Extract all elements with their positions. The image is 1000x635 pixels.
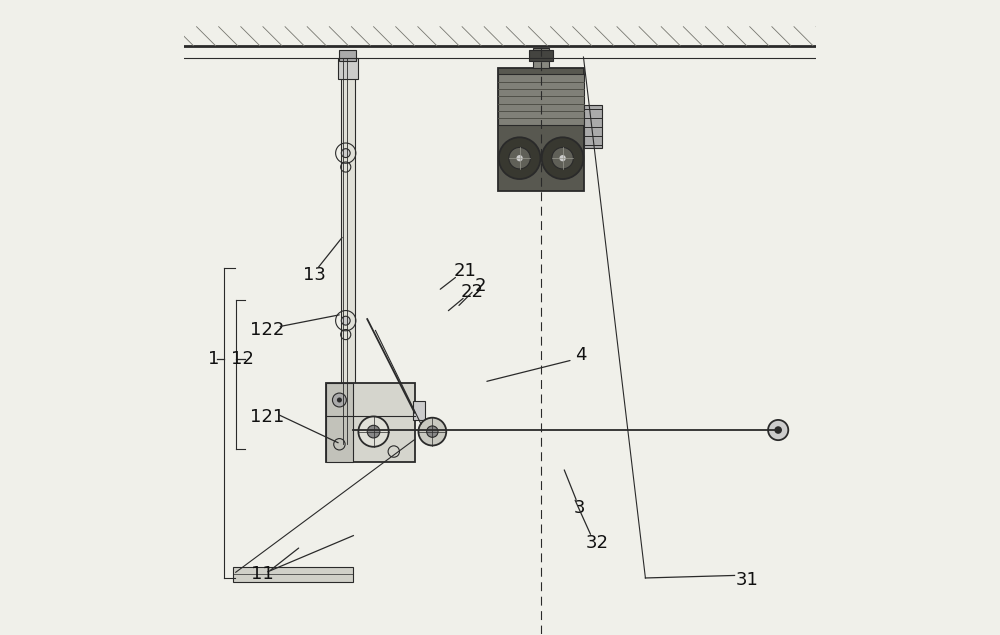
Circle shape: [499, 137, 540, 179]
Text: 11: 11: [251, 565, 274, 583]
Text: 121: 121: [250, 408, 284, 426]
Circle shape: [341, 316, 350, 325]
Circle shape: [559, 155, 566, 161]
Circle shape: [509, 147, 530, 169]
Bar: [326, 383, 353, 462]
Bar: [413, 401, 425, 420]
Bar: [498, 68, 584, 191]
Circle shape: [358, 417, 389, 447]
Circle shape: [332, 393, 346, 407]
Circle shape: [768, 420, 788, 440]
Bar: [341, 58, 355, 444]
Bar: [533, 48, 549, 68]
Bar: [326, 383, 415, 462]
Text: 13: 13: [303, 265, 326, 283]
Text: 4: 4: [575, 347, 586, 364]
Circle shape: [516, 155, 523, 161]
Bar: [529, 50, 553, 62]
Text: 1: 1: [208, 350, 219, 368]
Circle shape: [774, 426, 782, 434]
Bar: [584, 105, 602, 148]
Text: 21: 21: [454, 262, 477, 279]
Bar: [498, 74, 584, 124]
Bar: [233, 566, 353, 582]
Text: 2: 2: [475, 277, 486, 295]
Text: 122: 122: [250, 321, 284, 339]
Circle shape: [542, 137, 583, 179]
Circle shape: [552, 147, 573, 169]
Text: 22: 22: [460, 283, 483, 301]
Text: 12: 12: [231, 350, 254, 368]
Circle shape: [341, 149, 350, 157]
Circle shape: [337, 398, 342, 403]
Circle shape: [418, 418, 446, 446]
Circle shape: [367, 425, 380, 438]
Bar: [338, 58, 358, 79]
Bar: [339, 50, 356, 62]
Text: 3: 3: [573, 500, 585, 518]
Text: 32: 32: [585, 534, 608, 552]
Circle shape: [427, 426, 438, 438]
Text: 31: 31: [736, 571, 759, 589]
